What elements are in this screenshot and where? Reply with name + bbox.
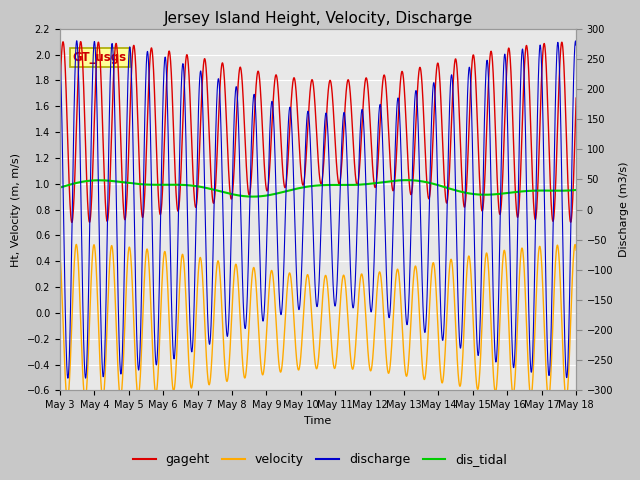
Title: Jersey Island Height, Velocity, Discharge: Jersey Island Height, Velocity, Discharg… (163, 11, 473, 26)
Legend: gageht, velocity, discharge, dis_tidal: gageht, velocity, discharge, dis_tidal (128, 448, 512, 471)
X-axis label: Time: Time (305, 416, 332, 426)
Y-axis label: Ht, Velocity (m, m/s): Ht, Velocity (m, m/s) (11, 153, 21, 266)
Text: GT_usgs: GT_usgs (73, 51, 127, 64)
Y-axis label: Discharge (m3/s): Discharge (m3/s) (619, 162, 629, 257)
